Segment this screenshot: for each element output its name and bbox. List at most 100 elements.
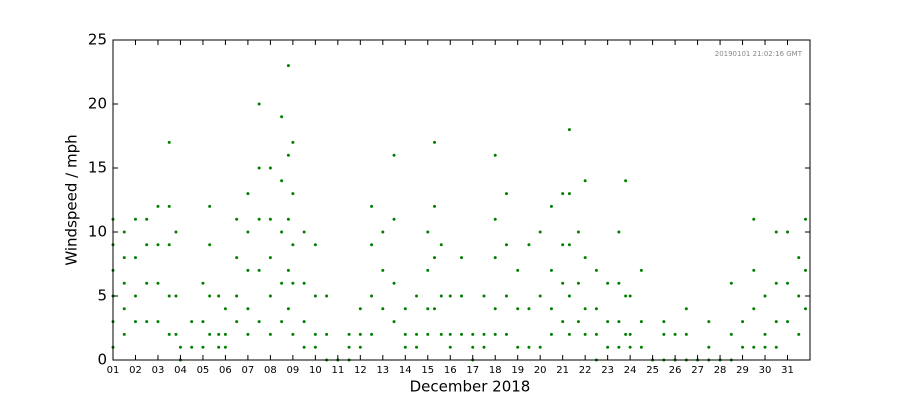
point xyxy=(145,320,149,324)
point xyxy=(403,307,407,311)
point xyxy=(606,345,610,349)
point xyxy=(217,294,221,298)
point xyxy=(662,320,666,324)
point xyxy=(286,217,290,221)
x-tick-label: 25 xyxy=(646,365,659,376)
point xyxy=(448,332,452,336)
point xyxy=(201,345,205,349)
point xyxy=(122,230,126,234)
point xyxy=(268,294,272,298)
x-tick-label: 03 xyxy=(152,365,165,376)
point xyxy=(286,153,290,157)
point xyxy=(594,307,598,311)
point xyxy=(752,345,756,349)
point xyxy=(268,332,272,336)
point xyxy=(167,294,171,298)
x-tick-label: 08 xyxy=(264,365,277,376)
x-tick-label: 18 xyxy=(489,365,502,376)
point xyxy=(493,307,497,311)
point xyxy=(516,307,520,311)
point xyxy=(257,268,261,272)
point xyxy=(460,256,463,260)
point xyxy=(145,281,149,285)
point xyxy=(567,128,571,132)
point xyxy=(516,268,520,272)
point xyxy=(639,320,643,324)
point xyxy=(174,332,178,336)
point xyxy=(392,217,396,221)
point xyxy=(433,204,437,208)
x-tick-label: 05 xyxy=(197,365,210,376)
point xyxy=(201,320,205,324)
point xyxy=(313,243,317,247)
point xyxy=(493,153,497,157)
point xyxy=(774,281,778,285)
point xyxy=(763,332,767,336)
point xyxy=(583,332,587,336)
point xyxy=(752,307,756,311)
plot-frame xyxy=(112,39,811,361)
y-tick-label: 20 xyxy=(88,95,107,113)
point xyxy=(786,281,790,285)
point xyxy=(325,294,329,298)
point xyxy=(302,345,306,349)
point xyxy=(684,307,688,311)
point xyxy=(392,281,396,285)
point xyxy=(583,307,587,311)
y-tick-label: 25 xyxy=(88,31,107,49)
x-tick-label: 12 xyxy=(354,365,367,376)
point xyxy=(433,256,437,260)
point xyxy=(246,192,250,196)
point xyxy=(504,243,508,247)
point xyxy=(460,294,463,298)
point xyxy=(392,320,396,324)
x-tick-label: 07 xyxy=(242,365,255,376)
x-tick-label: 28 xyxy=(714,365,727,376)
point xyxy=(156,281,160,285)
point xyxy=(280,281,284,285)
point xyxy=(628,332,632,336)
point xyxy=(223,345,227,349)
point xyxy=(257,102,261,106)
point xyxy=(549,332,553,336)
point xyxy=(433,307,437,311)
point xyxy=(606,281,610,285)
point xyxy=(156,204,160,208)
point xyxy=(392,153,396,157)
point xyxy=(156,243,160,247)
point xyxy=(370,204,374,208)
point xyxy=(594,332,598,336)
point xyxy=(763,345,767,349)
point xyxy=(567,192,571,196)
point xyxy=(122,307,126,311)
point xyxy=(257,320,261,324)
x-tick-label: 02 xyxy=(129,365,142,376)
point xyxy=(538,345,542,349)
point xyxy=(471,345,475,349)
point xyxy=(763,294,767,298)
x-tick-label: 13 xyxy=(376,365,389,376)
point xyxy=(302,281,306,285)
point xyxy=(567,332,571,336)
point xyxy=(617,320,621,324)
point xyxy=(538,230,542,234)
point xyxy=(381,268,385,272)
point xyxy=(617,281,621,285)
point xyxy=(268,217,272,221)
point xyxy=(561,243,565,247)
y-tick-label: 15 xyxy=(88,159,107,177)
point xyxy=(624,179,628,183)
x-tick-label: 06 xyxy=(219,365,232,376)
point xyxy=(606,320,610,324)
point xyxy=(639,345,643,349)
point xyxy=(403,345,407,349)
point xyxy=(133,294,137,298)
point xyxy=(347,345,351,349)
point xyxy=(313,345,317,349)
point xyxy=(628,294,632,298)
point xyxy=(426,268,430,272)
point xyxy=(313,294,317,298)
point xyxy=(122,256,126,260)
point xyxy=(482,332,486,336)
